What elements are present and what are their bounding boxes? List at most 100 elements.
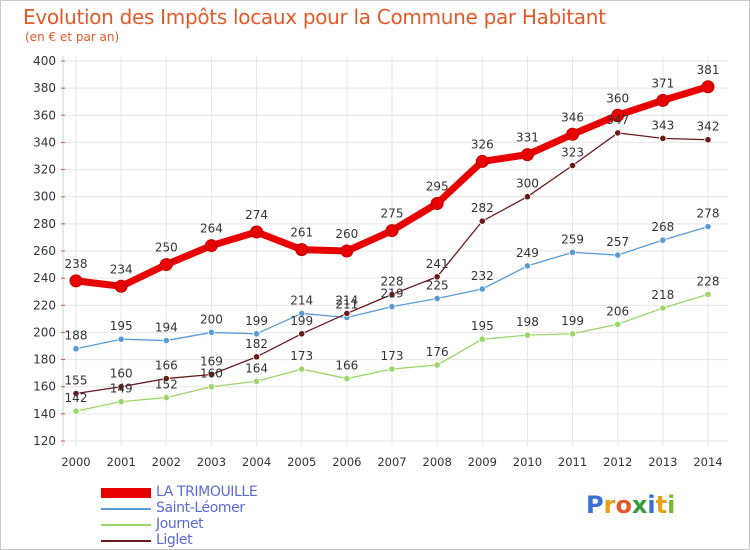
y-tick-label: 280	[33, 217, 56, 231]
data-point	[704, 136, 712, 144]
legend-swatch	[101, 540, 151, 542]
logo-letter: o	[615, 491, 632, 519]
data-point	[298, 330, 306, 338]
data-label: 152	[155, 378, 178, 392]
legend-swatch	[101, 524, 151, 526]
data-label: 218	[651, 288, 674, 302]
data-label: 343	[651, 118, 674, 132]
data-point	[568, 248, 577, 256]
data-label: 195	[110, 319, 133, 333]
data-point	[343, 374, 351, 383]
data-label: 142	[65, 391, 88, 405]
data-point	[252, 377, 261, 385]
data-point	[611, 108, 625, 122]
data-label: 264	[200, 222, 223, 236]
data-point	[207, 328, 216, 337]
data-point	[478, 285, 486, 293]
data-label: 278	[697, 207, 720, 221]
x-tick-label: 2006	[332, 455, 361, 469]
data-label: 200	[200, 312, 223, 326]
data-label: 173	[290, 349, 313, 363]
logo-letter: x	[631, 491, 648, 519]
x-tick-label: 2010	[513, 455, 542, 469]
legend-label: Journet	[156, 516, 204, 532]
legend-label: Liglet	[156, 532, 193, 548]
x-tick-label: 2000	[61, 455, 90, 469]
data-label: 300	[516, 177, 539, 191]
data-point	[162, 393, 170, 402]
legend-swatch	[101, 508, 151, 510]
data-point	[388, 290, 396, 299]
data-label: 169	[200, 355, 223, 369]
x-tick-label: 2005	[287, 455, 316, 469]
data-label: 166	[335, 359, 358, 373]
legend-label: LA TRIMOUILLE	[156, 484, 258, 500]
x-tick-label: 2002	[152, 455, 181, 469]
data-label: 199	[561, 314, 584, 328]
logo-letter: t	[655, 491, 668, 519]
x-tick-label: 2003	[197, 455, 226, 469]
data-point	[250, 225, 264, 239]
data-label: 219	[381, 287, 404, 301]
data-point	[298, 309, 306, 318]
data-label: 346	[561, 110, 584, 124]
chart-title: Evolution des Impôts locaux pour la Comm…	[23, 5, 606, 29]
data-point	[704, 290, 712, 299]
data-point	[72, 389, 80, 398]
y-tick-label: 240	[33, 271, 56, 285]
data-point	[433, 273, 441, 281]
data-point	[340, 244, 354, 258]
x-tick-label: 2009	[468, 455, 497, 469]
data-label: 199	[245, 314, 268, 328]
data-label: 214	[335, 293, 358, 307]
data-label: 331	[516, 131, 539, 145]
y-tick-label: 160	[33, 380, 56, 394]
data-point	[523, 331, 532, 339]
data-label: 206	[606, 304, 629, 318]
data-point	[117, 383, 125, 391]
data-point	[568, 161, 577, 170]
data-label: 257	[606, 235, 629, 249]
data-point	[523, 262, 532, 270]
data-point	[523, 193, 532, 201]
x-tick-label: 2014	[693, 455, 722, 469]
data-label: 371	[651, 76, 674, 90]
data-point	[252, 353, 261, 361]
data-point	[69, 274, 83, 288]
data-label: 164	[245, 361, 268, 375]
data-point	[117, 335, 125, 343]
data-point	[295, 243, 309, 257]
x-tick-label: 2013	[648, 455, 677, 469]
y-tick-label: 300	[33, 190, 56, 204]
data-label: 260	[335, 227, 358, 241]
data-point	[204, 239, 218, 253]
data-label: 160	[200, 367, 223, 381]
x-tick-label: 2011	[558, 455, 587, 469]
data-point	[656, 93, 670, 107]
y-tick-label: 200	[33, 325, 56, 339]
data-label: 149	[110, 382, 133, 396]
data-point	[388, 365, 396, 373]
data-point	[72, 345, 80, 353]
data-point	[659, 236, 667, 244]
data-label: 173	[381, 349, 404, 363]
data-label: 232	[471, 269, 494, 283]
chart-subtitle: (en € et par an)	[25, 30, 120, 44]
data-point	[475, 154, 489, 168]
legend-label: Saint-Léomer	[156, 500, 245, 516]
data-label: 211	[335, 298, 358, 312]
data-point	[704, 222, 712, 231]
data-label: 275	[381, 207, 404, 221]
logo-letter: i	[647, 491, 656, 519]
y-tick-label: 120	[33, 434, 56, 448]
data-point	[298, 365, 306, 373]
y-tick-label: 140	[33, 407, 56, 421]
data-label: 194	[155, 321, 178, 335]
y-tick-label: 360	[33, 108, 56, 122]
data-point	[520, 148, 534, 162]
data-label: 176	[426, 345, 449, 359]
data-label: 228	[381, 274, 404, 288]
data-label: 160	[110, 367, 133, 381]
data-point	[117, 398, 125, 406]
data-label: 198	[516, 315, 539, 329]
